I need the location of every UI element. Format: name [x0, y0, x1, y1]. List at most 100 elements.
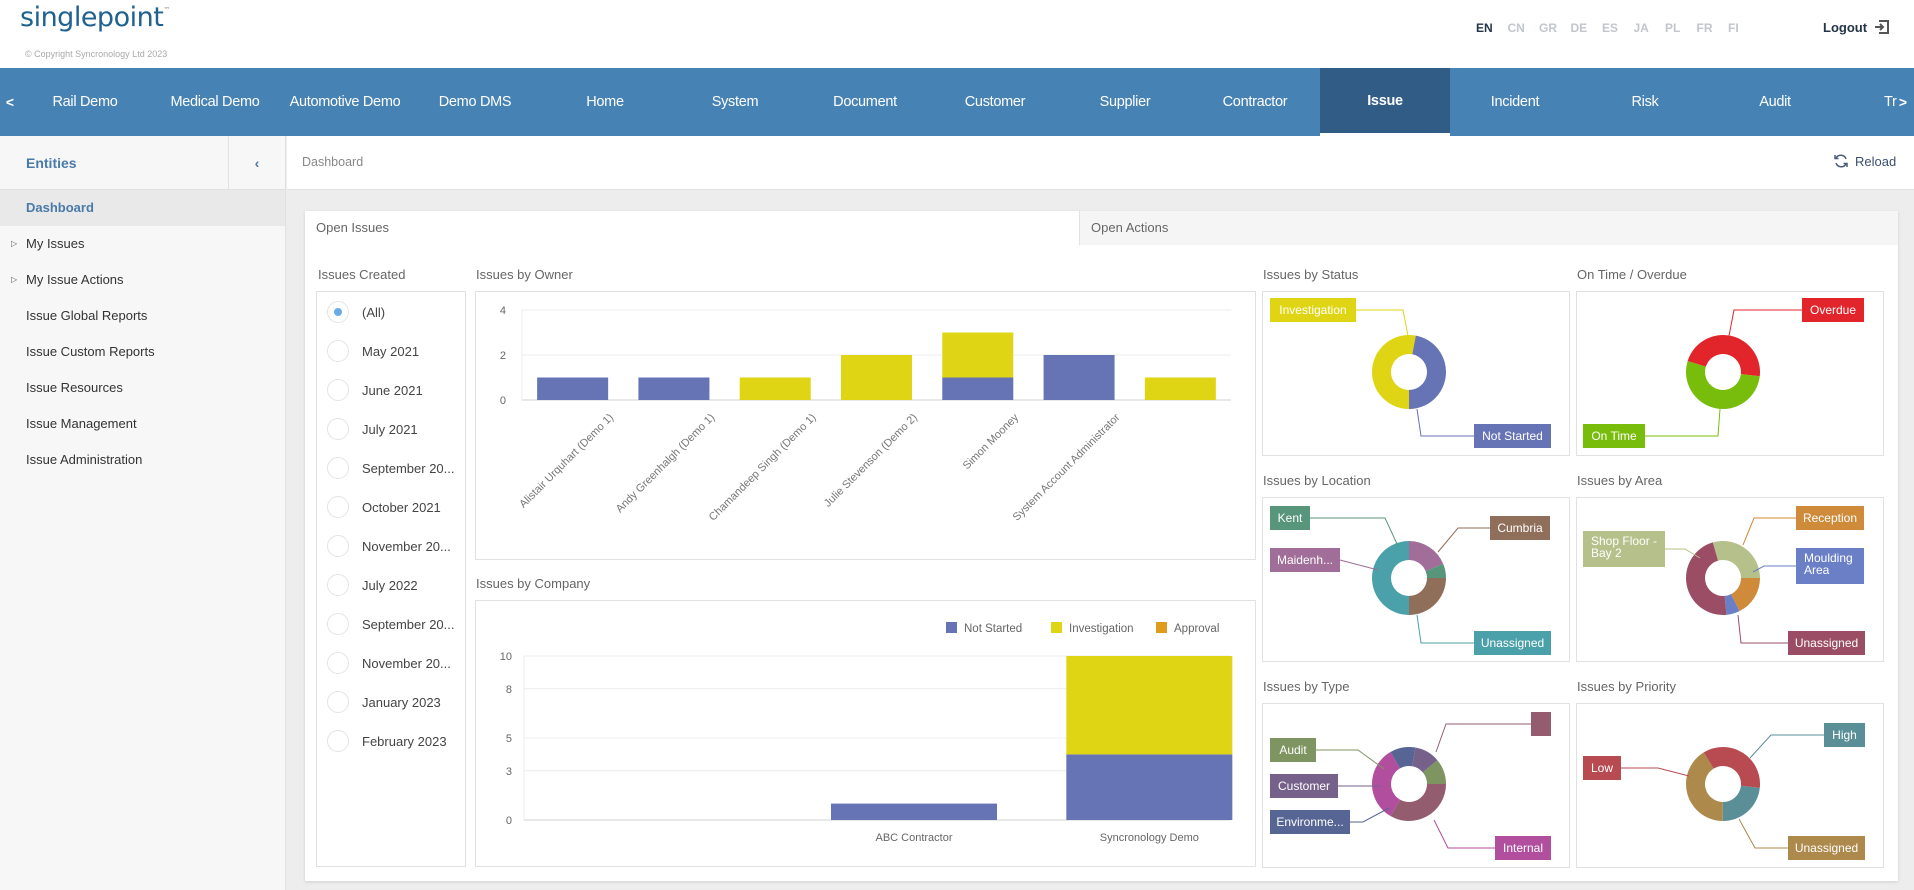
legend-swatch — [1051, 622, 1062, 633]
reload-button[interactable]: Reload — [1833, 153, 1896, 169]
donut-label-text: Moulding — [1804, 551, 1853, 565]
donut-label-box — [1270, 298, 1356, 322]
nav-tab-supplier[interactable]: Supplier — [1099, 94, 1151, 110]
donut-label-box — [1583, 756, 1621, 780]
owner-bar-chart: 0 2 4 Alistair Urquhart (Demo 1)Andy Greenh… — [500, 305, 1231, 523]
nav-tab-home[interactable]: Home — [586, 94, 624, 110]
donut-slice — [1409, 335, 1446, 409]
issues-by-type-chart: Internal Environme... Customer Audit — [1262, 703, 1570, 868]
donut-label-text: Investigation — [1279, 303, 1346, 317]
nav-tab-system[interactable]: System — [711, 94, 759, 110]
radio-button[interactable] — [327, 301, 349, 323]
filter-option[interactable]: June 2021 — [327, 379, 423, 401]
radio-button[interactable] — [327, 457, 349, 479]
language-option-pl[interactable]: PL — [1665, 21, 1681, 35]
language-option-cn[interactable]: CN — [1507, 21, 1525, 35]
filter-option[interactable]: July 2022 — [327, 574, 418, 596]
filter-option[interactable]: (All) — [327, 301, 385, 323]
chart-title-area: Issues by Area — [1577, 473, 1663, 488]
radio-button[interactable] — [327, 379, 349, 401]
radio-button[interactable] — [327, 652, 349, 674]
nav-tab-incident[interactable]: Incident — [1490, 94, 1540, 110]
bar-segment — [1066, 656, 1233, 755]
donut-label-text: Unassigned — [1481, 636, 1544, 650]
tab-open-issues[interactable]: Open Issues — [305, 211, 1079, 245]
legend-label: Investigation — [1069, 623, 1134, 635]
nav-tab-audit[interactable]: Audit — [1759, 94, 1791, 110]
company-bar-chart: 0 3 5 8 10 ABC Contractor Syncronology Demo Not… — [500, 622, 1233, 844]
reload-icon — [1834, 154, 1848, 168]
filter-option[interactable]: November 20... — [327, 535, 451, 557]
nav-tab-medical-demo[interactable]: Medical Demo — [170, 94, 260, 110]
filter-option[interactable]: September 20... — [327, 457, 455, 479]
nav-tab-customer[interactable]: Customer — [964, 94, 1026, 110]
nav-scroll-left-icon[interactable]: < — [5, 94, 15, 110]
language-option-ja[interactable]: JA — [1633, 21, 1649, 35]
filter-option[interactable]: October 2021 — [327, 496, 441, 518]
sidebar-item-my-issue-actions[interactable]: ▷ My Issue Actions — [0, 262, 285, 298]
tab-open-actions[interactable]: Open Actions — [1079, 211, 1898, 245]
radio-button[interactable] — [327, 613, 349, 635]
nav-tab-demo-dms[interactable]: Demo DMS — [438, 94, 512, 110]
bar-segment — [537, 377, 609, 400]
language-option-es[interactable]: ES — [1602, 21, 1619, 35]
nav-tab-rail-demo[interactable]: Rail Demo — [52, 94, 118, 110]
donut-slice — [1390, 747, 1416, 769]
language-option-en[interactable]: EN — [1476, 21, 1493, 35]
nav-tab-issue[interactable]: Issue — [1320, 68, 1450, 136]
expand-triangle-icon[interactable]: ▷ — [11, 239, 18, 248]
logout-button[interactable]: Logout — [1823, 18, 1891, 36]
radio-button[interactable] — [327, 574, 349, 596]
filter-option[interactable]: November 20... — [327, 652, 451, 674]
radio-button[interactable] — [327, 340, 349, 362]
sidebar-item-my-issues[interactable]: ▷ My Issues — [0, 226, 285, 262]
donut-slice — [1686, 361, 1760, 409]
donut-slice — [1390, 784, 1446, 821]
singlepoint-logo[interactable]: singlepoint™ — [20, 2, 170, 33]
radio-button[interactable] — [327, 535, 349, 557]
chart-title-owner: Issues by Owner — [476, 267, 573, 282]
donut-slice — [1687, 334, 1760, 377]
donut-label-text: Overdue — [1810, 303, 1856, 317]
donut-slice — [1372, 751, 1400, 817]
nav-tab-document[interactable]: Document — [833, 94, 897, 110]
legend-label: Not Started — [964, 623, 1022, 635]
nav-tab-automotive-demo[interactable]: Automotive Demo — [289, 94, 401, 110]
svg-text:0: 0 — [506, 815, 512, 827]
radio-button[interactable] — [327, 496, 349, 518]
sidebar-item-dashboard[interactable]: Dashboard — [0, 190, 285, 226]
nav-tab-contractor[interactable]: Contractor — [1222, 94, 1288, 110]
copyright-text: © Copyright Syncronology Ltd 2023 — [25, 49, 168, 59]
sidebar-item-issue-administration[interactable]: Issue Administration — [0, 442, 285, 478]
sidebar-item-issue-custom-reports[interactable]: Issue Custom Reports — [0, 334, 285, 370]
donut-label-text: Kent — [1278, 511, 1303, 525]
donut-label-box — [1824, 723, 1865, 747]
language-option-fr[interactable]: FR — [1696, 21, 1713, 35]
filter-option[interactable]: January 2023 — [327, 691, 441, 713]
filter-option[interactable]: May 2021 — [327, 340, 419, 362]
language-option-fi[interactable]: FI — [1728, 21, 1739, 35]
location-donut: Cumbria Unassigned Maidenh... Kent — [1270, 506, 1551, 655]
sidebar-item-issue-resources[interactable]: Issue Resources — [0, 370, 285, 406]
donut-label-text: Not Started — [1482, 429, 1543, 443]
nav-tab-risk[interactable]: Risk — [1631, 94, 1659, 110]
expand-triangle-icon[interactable]: ▷ — [11, 275, 18, 284]
sidebar-item-issue-management[interactable]: Issue Management — [0, 406, 285, 442]
chart-title-type: Issues by Type — [1263, 679, 1350, 694]
radio-button[interactable] — [327, 418, 349, 440]
filter-option[interactable]: September 20... — [327, 613, 455, 635]
bar-segment — [1066, 754, 1233, 820]
radio-button[interactable] — [327, 691, 349, 713]
filter-option[interactable]: February 2023 — [327, 730, 447, 752]
collapse-sidebar-icon[interactable]: ‹ — [254, 155, 260, 171]
donut-label-box — [1796, 548, 1864, 584]
language-option-gr[interactable]: GR — [1539, 21, 1557, 35]
sidebar-item-issue-global-reports[interactable]: Issue Global Reports — [0, 298, 285, 334]
nav-scroll-right-icon[interactable]: > — [1898, 94, 1908, 110]
language-option-de[interactable]: DE — [1570, 21, 1588, 35]
nav-tab-tr[interactable]: Tr — [1884, 94, 1897, 110]
donut-label-text: Area — [1804, 563, 1830, 577]
donut-label-text: Unassigned — [1795, 636, 1858, 650]
filter-option[interactable]: July 2021 — [327, 418, 418, 440]
radio-button[interactable] — [327, 730, 349, 752]
